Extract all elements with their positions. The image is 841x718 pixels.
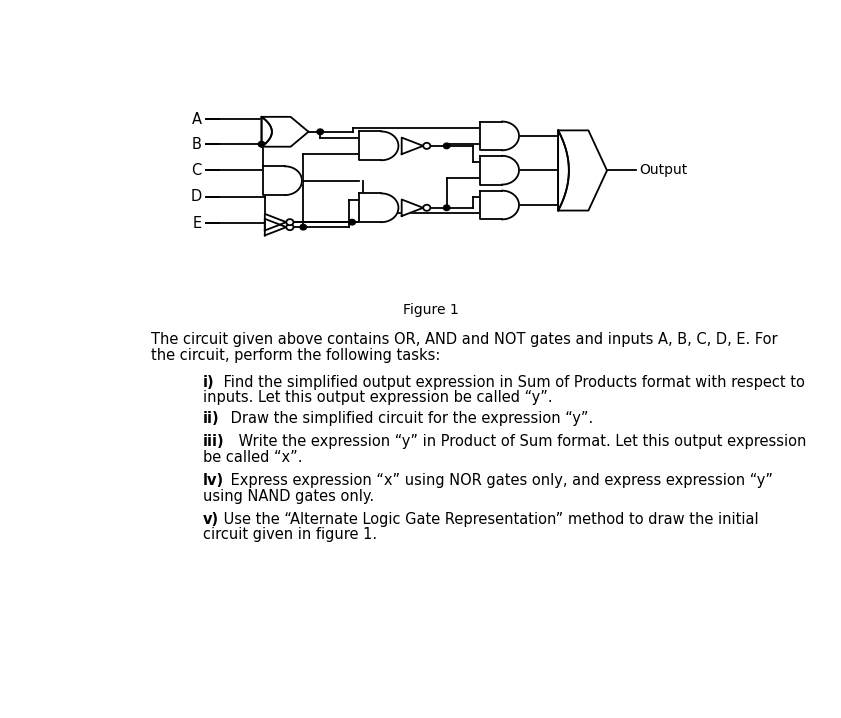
Text: B: B [192, 136, 202, 151]
Polygon shape [480, 121, 519, 150]
Text: using NAND gates only.: using NAND gates only. [203, 489, 374, 503]
Text: Figure 1: Figure 1 [403, 303, 459, 317]
Polygon shape [359, 193, 399, 222]
Text: E: E [193, 216, 202, 230]
Circle shape [443, 205, 450, 210]
Text: Find the simplified output expression in Sum of Products format with respect to: Find the simplified output expression in… [219, 375, 804, 390]
Circle shape [349, 220, 356, 225]
Text: D: D [190, 190, 202, 204]
Polygon shape [265, 214, 286, 230]
Polygon shape [402, 138, 423, 154]
Text: lv): lv) [203, 473, 224, 488]
Circle shape [423, 143, 431, 149]
Polygon shape [558, 131, 607, 210]
Text: C: C [192, 163, 202, 177]
Polygon shape [262, 117, 309, 146]
Polygon shape [359, 131, 399, 160]
Text: Draw the simplified circuit for the expression “y”.: Draw the simplified circuit for the expr… [226, 411, 594, 426]
Text: be called “x”.: be called “x”. [203, 450, 303, 465]
Circle shape [258, 141, 265, 147]
Circle shape [300, 225, 306, 230]
Circle shape [286, 219, 294, 225]
Text: A: A [192, 112, 202, 127]
Circle shape [423, 205, 431, 211]
Text: Express expression “x” using NOR gates only, and express expression “y”: Express expression “x” using NOR gates o… [226, 473, 774, 488]
Text: Output: Output [639, 164, 688, 177]
Polygon shape [402, 200, 423, 216]
Polygon shape [263, 167, 302, 195]
Circle shape [317, 129, 324, 134]
Polygon shape [480, 191, 519, 220]
Text: inputs. Let this output expression be called “y”.: inputs. Let this output expression be ca… [203, 391, 553, 405]
Text: iii): iii) [203, 434, 225, 449]
Text: The circuit given above contains OR, AND and NOT gates and inputs A, B, C, D, E.: The circuit given above contains OR, AND… [151, 332, 777, 348]
Polygon shape [265, 219, 286, 236]
Text: ii): ii) [203, 411, 220, 426]
Circle shape [286, 224, 294, 230]
Text: Use the “Alternate Logic Gate Representation” method to draw the initial: Use the “Alternate Logic Gate Representa… [219, 512, 758, 527]
Text: Write the expression “y” in Product of Sum format. Let this output expression: Write the expression “y” in Product of S… [234, 434, 807, 449]
Text: circuit given in figure 1.: circuit given in figure 1. [203, 527, 377, 542]
Text: v): v) [203, 512, 219, 527]
Text: i): i) [203, 375, 214, 390]
Circle shape [443, 143, 450, 149]
Text: the circuit, perform the following tasks:: the circuit, perform the following tasks… [151, 348, 440, 363]
Polygon shape [480, 156, 519, 185]
